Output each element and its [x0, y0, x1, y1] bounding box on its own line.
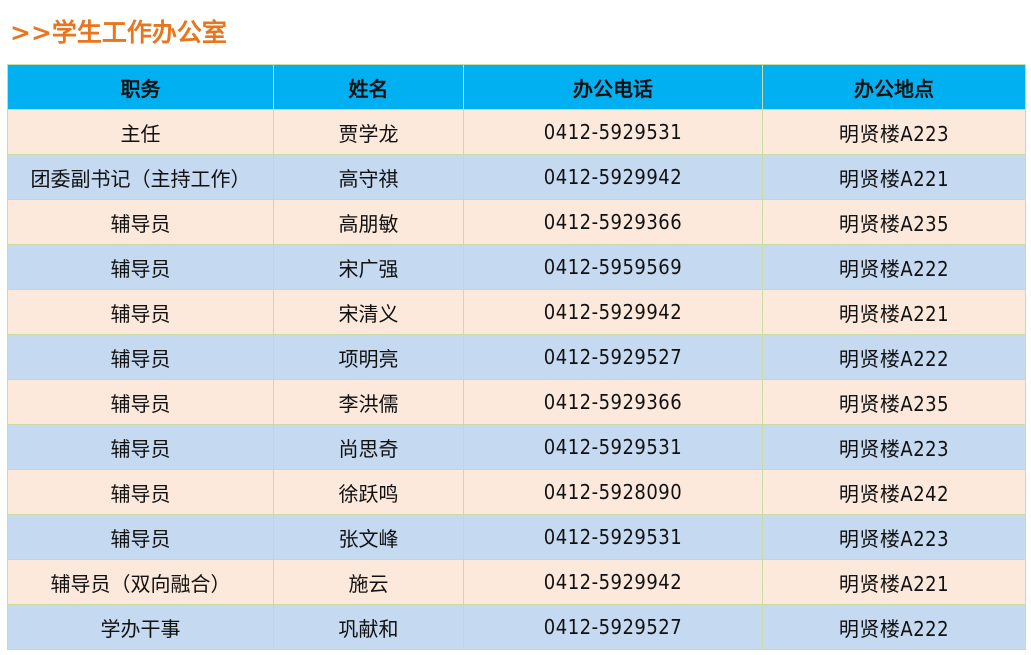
phone-cell: 0412-5929366 [463, 379, 763, 425]
name-cell: 项明亮 [273, 334, 464, 380]
name-cell: 高朋敏 [273, 199, 464, 245]
table-row: 辅导员 项明亮 0412-5929527 明贤楼A222 [7, 334, 1026, 380]
name-cell: 宋清义 [273, 289, 464, 335]
phone-cell: 0412-5929531 [463, 424, 763, 470]
location-cell: 明贤楼A221 [762, 559, 1026, 605]
table-row: 辅导员 宋广强 0412-5959569 明贤楼A222 [7, 244, 1026, 290]
table-row: 辅导员 宋清义 0412-5929942 明贤楼A221 [7, 289, 1026, 335]
position-cell: 辅导员 [7, 379, 274, 425]
location-cell: 明贤楼A222 [762, 604, 1026, 650]
position-cell: 辅导员 [7, 289, 274, 335]
position-cell: 辅导员 [7, 469, 274, 515]
name-cell: 施云 [273, 559, 464, 605]
table-row: 主任 贾学龙 0412-5929531 明贤楼A223 [7, 109, 1026, 155]
phone-cell: 0412-5929531 [463, 514, 763, 560]
position-cell: 辅导员 [7, 424, 274, 470]
name-cell: 尚思奇 [273, 424, 464, 470]
header-phone: 办公电话 [463, 64, 763, 110]
position-cell: 辅导员（双向融合） [7, 559, 274, 605]
phone-cell: 0412-5929942 [463, 154, 763, 200]
location-cell: 明贤楼A223 [762, 109, 1026, 155]
table-row: 学办干事 巩献和 0412-5929527 明贤楼A222 [7, 604, 1026, 650]
name-cell: 李洪儒 [273, 379, 464, 425]
phone-cell: 0412-5929527 [463, 334, 763, 380]
name-cell: 宋广强 [273, 244, 464, 290]
header-name: 姓名 [273, 64, 464, 110]
position-cell: 辅导员 [7, 199, 274, 245]
table-row: 辅导员 尚思奇 0412-5929531 明贤楼A223 [7, 424, 1026, 470]
location-cell: 明贤楼A221 [762, 154, 1026, 200]
table-row: 辅导员（双向融合） 施云 0412-5929942 明贤楼A221 [7, 559, 1026, 605]
phone-cell: 0412-5959569 [463, 244, 763, 290]
position-cell: 辅导员 [7, 244, 274, 290]
location-cell: 明贤楼A221 [762, 289, 1026, 335]
table-header-row: 职务 姓名 办公电话 办公地点 [7, 64, 1026, 110]
name-cell: 贾学龙 [273, 109, 464, 155]
location-cell: 明贤楼A242 [762, 469, 1026, 515]
location-cell: 明贤楼A235 [762, 199, 1026, 245]
phone-cell: 0412-5929942 [463, 559, 763, 605]
header-position: 职务 [7, 64, 274, 110]
table-row: 辅导员 李洪儒 0412-5929366 明贤楼A235 [7, 379, 1026, 425]
location-cell: 明贤楼A235 [762, 379, 1026, 425]
location-cell: 明贤楼A223 [762, 424, 1026, 470]
name-cell: 张文峰 [273, 514, 464, 560]
name-cell: 巩献和 [273, 604, 464, 650]
name-cell: 徐跃鸣 [273, 469, 464, 515]
page-title: >>学生工作办公室 [10, 18, 227, 47]
phone-cell: 0412-5928090 [463, 469, 763, 515]
position-cell: 辅导员 [7, 514, 274, 560]
position-cell: 学办干事 [7, 604, 274, 650]
table-row: 团委副书记（主持工作） 高守祺 0412-5929942 明贤楼A221 [7, 154, 1026, 200]
table-row: 辅导员 徐跃鸣 0412-5928090 明贤楼A242 [7, 469, 1026, 515]
staff-table: 职务 姓名 办公电话 办公地点 主任 贾学龙 0412-5929531 明贤楼A223… [7, 64, 1026, 650]
position-cell: 团委副书记（主持工作） [7, 154, 274, 200]
table-row: 辅导员 张文峰 0412-5929531 明贤楼A223 [7, 514, 1026, 560]
table-row: 辅导员 高朋敏 0412-5929366 明贤楼A235 [7, 199, 1026, 245]
location-cell: 明贤楼A222 [762, 334, 1026, 380]
location-cell: 明贤楼A223 [762, 514, 1026, 560]
phone-cell: 0412-5929366 [463, 199, 763, 245]
position-cell: 辅导员 [7, 334, 274, 380]
phone-cell: 0412-5929527 [463, 604, 763, 650]
phone-cell: 0412-5929531 [463, 109, 763, 155]
name-cell: 高守祺 [273, 154, 464, 200]
location-cell: 明贤楼A222 [762, 244, 1026, 290]
phone-cell: 0412-5929942 [463, 289, 763, 335]
position-cell: 主任 [7, 109, 274, 155]
header-location: 办公地点 [762, 64, 1026, 110]
